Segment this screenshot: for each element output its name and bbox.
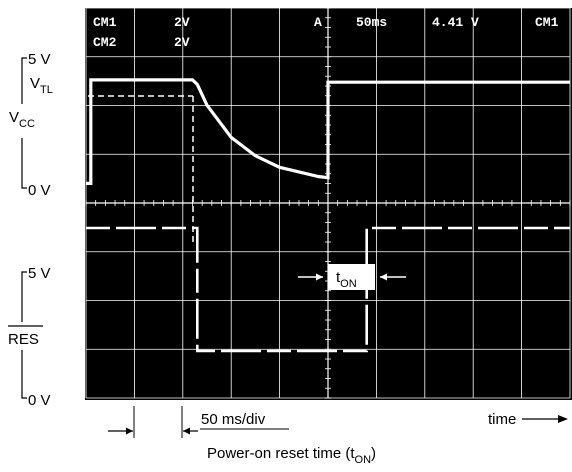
ton-label-box — [328, 264, 375, 290]
res-label: RES — [8, 331, 39, 348]
scale-label: 50 ms/div — [201, 411, 266, 428]
ton-arrowhead-right — [380, 273, 387, 281]
time-axis-label: time — [488, 411, 516, 428]
figure-caption: Power-on reset time (tON) — [207, 445, 376, 466]
ch1-name: CM1 — [93, 15, 117, 30]
vcc-label: VCC — [9, 109, 35, 130]
trigger-source-readout: CM1 — [535, 15, 559, 30]
vcc-5v-label: 5 V — [28, 51, 51, 68]
ton-label: tON — [336, 269, 357, 290]
trace-cm1 — [86, 78, 570, 185]
res-0v-label: 0 V — [28, 392, 51, 409]
div-arrowhead-left — [126, 427, 133, 435]
trace-cm2 — [86, 226, 570, 353]
res-5v-label: 5 V — [28, 265, 51, 282]
timebase-readout: 50ms — [356, 15, 387, 30]
ch2-name: CM2 — [93, 35, 117, 50]
trigger-level-readout: 4.41 V — [432, 15, 479, 30]
trigger-marker: A — [314, 15, 322, 30]
div-arrowhead-right — [183, 427, 190, 435]
ton-arrowhead-left — [316, 273, 323, 281]
res-bracket — [21, 271, 27, 399]
scope-traces — [86, 78, 570, 353]
vcc-0v-label: 0 V — [28, 182, 51, 199]
ch1-scale: 2V — [174, 15, 190, 30]
vcc-bracket — [21, 57, 27, 189]
time-arrowhead — [558, 415, 568, 423]
vtl-label: VTL — [30, 75, 53, 96]
ch2-scale: 2V — [174, 35, 190, 50]
